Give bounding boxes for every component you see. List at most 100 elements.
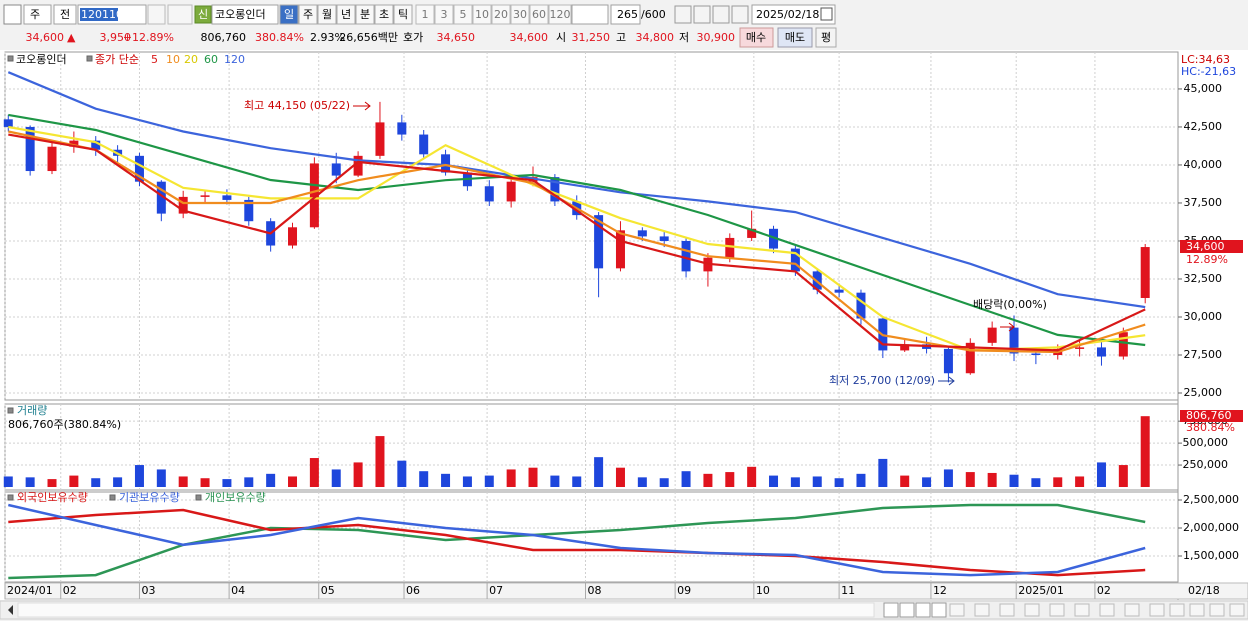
annotation-arrow	[938, 376, 955, 386]
legend-title: 종가 단순	[95, 53, 139, 66]
legend-entry: 개인보유수량	[205, 491, 266, 504]
quote-field: 3,950	[100, 31, 132, 44]
date-box[interactable]	[751, 4, 836, 25]
candle-body	[441, 154, 451, 173]
candle-body	[769, 228, 779, 249]
y-tick-label: 40,000	[1184, 158, 1223, 171]
volume-bar	[397, 460, 407, 487]
interval-button[interactable]	[510, 4, 530, 25]
interval-button[interactable]	[434, 4, 454, 25]
tool-icon[interactable]	[731, 5, 749, 24]
quote-field: 31,250	[572, 31, 611, 44]
buy-button[interactable]	[739, 27, 774, 48]
volume-bar	[484, 475, 494, 487]
calendar-icon[interactable]	[820, 7, 833, 21]
x-tick-label: 04	[231, 584, 245, 597]
legend-icon	[7, 55, 14, 62]
tool-icon[interactable]	[674, 5, 692, 24]
quote-field: 저	[679, 31, 689, 44]
tool-button[interactable]	[1169, 603, 1185, 617]
quote-field: 호가	[403, 31, 423, 44]
volume-bar	[506, 469, 516, 487]
volume-badge-text: 806,760	[1186, 409, 1232, 422]
interval-button[interactable]	[472, 4, 492, 25]
tool-button[interactable]	[1024, 603, 1040, 617]
volume-bar	[769, 475, 779, 487]
scroll-left[interactable]	[8, 605, 13, 615]
series-line	[8, 508, 1146, 577]
period-label: 월	[322, 8, 332, 21]
period-button[interactable]	[393, 4, 413, 25]
tool-icon[interactable]	[693, 5, 711, 24]
candle-body	[353, 155, 363, 176]
y-tick-label: 1,500,000	[1183, 549, 1239, 562]
sound-button[interactable]	[167, 4, 193, 25]
series-line	[8, 113, 1146, 347]
tool-button[interactable]	[1049, 603, 1065, 617]
period-label: 주	[303, 8, 313, 21]
volume-bar	[375, 436, 385, 487]
interval-button[interactable]	[453, 4, 473, 25]
period-button[interactable]	[279, 4, 299, 25]
date-text: 2025/02/18	[756, 8, 819, 21]
interval-button[interactable]	[529, 4, 549, 25]
volume-bar	[572, 476, 582, 487]
nav-button[interactable]	[931, 602, 947, 618]
volume-bar	[266, 473, 276, 487]
interval-label: 20	[494, 8, 508, 21]
interval-button[interactable]	[491, 4, 511, 25]
tool-button[interactable]	[949, 603, 965, 617]
view-select[interactable]	[23, 4, 52, 25]
tool-button[interactable]	[1189, 603, 1205, 617]
period-button[interactable]	[317, 4, 337, 25]
period-button[interactable]	[336, 4, 356, 25]
x-tick-label: 02	[1097, 584, 1111, 597]
x-end-label: 02/18	[1188, 584, 1220, 597]
menu-icon[interactable]	[3, 4, 22, 25]
interval-button[interactable]	[548, 4, 572, 25]
count-box	[610, 4, 641, 25]
volume-bar	[288, 476, 298, 487]
period-button[interactable]	[374, 4, 394, 25]
volume-bar	[47, 479, 57, 487]
candle-body	[375, 122, 385, 156]
period-button[interactable]	[298, 4, 318, 25]
volume-bar	[200, 478, 210, 487]
tool-icon[interactable]	[712, 5, 730, 24]
tool-button[interactable]	[1099, 603, 1115, 617]
y-tick-label: 37,500	[1184, 196, 1223, 209]
nav-button[interactable]	[883, 602, 899, 618]
x-tick-label: 02	[63, 584, 77, 597]
candle-body	[747, 228, 757, 238]
tool-button[interactable]	[1149, 603, 1165, 617]
legend-icon	[109, 494, 116, 501]
tool-button[interactable]	[1209, 603, 1225, 617]
legend-entry: 10	[166, 53, 180, 66]
period-label: 틱	[398, 8, 408, 21]
avg-button[interactable]	[815, 27, 837, 48]
lc-label: LC:34,63	[1181, 53, 1230, 66]
price-badge	[1180, 240, 1243, 253]
badge-box	[194, 5, 212, 24]
sell-label: 매도	[785, 31, 805, 44]
tool-button[interactable]	[974, 603, 990, 617]
count-text: 265	[617, 8, 638, 21]
nav-button[interactable]	[899, 602, 915, 618]
volume-ratio: 380.84%	[1186, 421, 1235, 434]
volume-bar	[550, 475, 560, 487]
candle-body	[3, 119, 13, 127]
tool-button[interactable]	[999, 603, 1015, 617]
volume-bar	[812, 476, 822, 487]
interval-button[interactable]	[415, 4, 435, 25]
tool-button[interactable]	[1074, 603, 1090, 617]
tool-button[interactable]	[1124, 603, 1140, 617]
candle-body	[156, 181, 166, 214]
range-select[interactable]	[53, 4, 77, 25]
tool-button[interactable]	[1229, 603, 1245, 617]
search-button[interactable]	[147, 4, 166, 25]
nav-button[interactable]	[915, 602, 931, 618]
interval-select[interactable]	[571, 4, 609, 25]
sell-button[interactable]	[777, 27, 813, 48]
period-button[interactable]	[355, 4, 375, 25]
candle-body	[91, 140, 101, 150]
